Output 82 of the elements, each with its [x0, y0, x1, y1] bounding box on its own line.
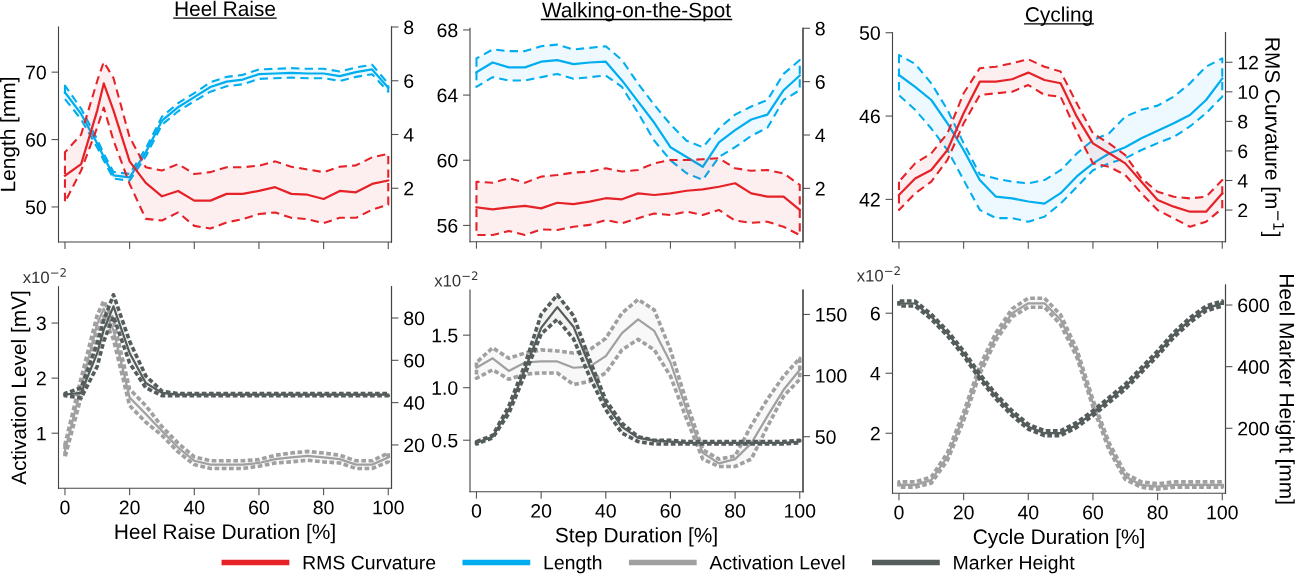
y-tick-label: 60	[437, 153, 458, 168]
y-tick-label: 1	[37, 426, 46, 441]
y-axis-title: Length [mm]	[0, 78, 20, 191]
y-tick-label: 1.5	[432, 328, 458, 343]
x-axis-title: Cycle Duration [%]	[973, 528, 1144, 549]
text: x10$^{−2}$	[434, 271, 478, 287]
y-tick-label: 50	[859, 26, 880, 40]
x-tick-label: 80	[313, 500, 334, 515]
y2-tick-label: 200	[1238, 421, 1269, 436]
y2-tick-label: 6	[404, 74, 414, 88]
x-tick-label: 60	[1083, 505, 1103, 520]
y-tick-label: 46	[859, 109, 880, 124]
y2-tick-label: 6	[1238, 144, 1248, 159]
x-tick-label: 0	[894, 505, 904, 520]
y2-tick-label: 4	[403, 128, 414, 142]
legend-label: Marker Height	[954, 555, 1075, 574]
y2-tick-label: 4	[815, 128, 826, 143]
y2-tick-label: 80	[404, 311, 425, 326]
y-axis-title: Activation Level [mV]	[10, 291, 31, 485]
x-tick-label: 100	[785, 504, 816, 518]
text: x10$^{−2}$	[22, 268, 66, 284]
x-tick-label: 0	[471, 504, 482, 518]
y-tick-label: 56	[437, 218, 458, 233]
y2-tick-label: 150	[816, 307, 847, 322]
y2-tick-label: 20	[404, 438, 425, 453]
chart-title: Cycling	[1025, 6, 1092, 26]
x-tick-label: 20	[953, 505, 974, 520]
text: x10$^{−2}$	[856, 266, 900, 282]
y-tick-label: 68	[437, 23, 458, 38]
x-tick-label: 0	[60, 500, 70, 515]
y-tick-label: 64	[437, 88, 458, 103]
legend-label: Length	[544, 555, 602, 574]
y-tick-label: 0.5	[431, 433, 458, 448]
x-axis-title: Step Duration [%]	[555, 527, 717, 547]
y2-tick-label: 600	[1238, 298, 1269, 313]
y2-tick-label: 2	[1238, 203, 1248, 218]
y2-tick-label: 100	[816, 369, 847, 383]
y-tick-label: 70	[26, 65, 46, 80]
x-tick-label: 20	[119, 500, 140, 515]
chart-title: Walking-on-the-Spot	[542, 2, 731, 22]
y-tick-label: 1.0	[432, 381, 458, 395]
y2-tick-label: 10	[1238, 85, 1259, 100]
x-tick-label: 80	[1147, 505, 1168, 520]
y-tick-label: 42	[859, 192, 880, 207]
y2-tick-label: 60	[404, 353, 425, 368]
y2-tick-label: 6	[815, 75, 825, 89]
line-series	[63, 82, 390, 202]
y2-tick-label: 8	[1238, 114, 1248, 129]
x-tick-label: 100	[1207, 505, 1238, 520]
x-tick-label: 40	[183, 500, 205, 515]
chart-title: Heel Raise	[175, 0, 276, 17]
y2-tick-label: 400	[1237, 360, 1269, 374]
line-series	[475, 182, 801, 212]
y-tick-label: 50	[25, 200, 46, 215]
x-tick-label: 80	[725, 504, 746, 518]
line-series	[475, 58, 801, 168]
x-axis-title: Heel Raise Duration [%]	[115, 523, 335, 544]
y2-axis-title: RMS Curvature [m$^{−1}$]	[1261, 38, 1284, 236]
y2-tick-label: 8	[815, 21, 825, 36]
x-tick-label: 20	[531, 504, 552, 518]
y2-tick-label: 50	[815, 430, 836, 444]
x-tick-label: 40	[1017, 505, 1039, 520]
y2-tick-label: 2	[815, 181, 825, 196]
x-tick-label: 40	[595, 504, 616, 518]
y2-tick-label: 8	[404, 20, 414, 35]
y-tick-label: 3	[36, 316, 46, 331]
y-tick-label: 6	[870, 306, 880, 321]
y2-tick-label: 40	[403, 396, 425, 410]
x-tick-label: 100	[373, 500, 404, 515]
y2-tick-label: 12	[1238, 55, 1258, 70]
y2-tick-label: 4	[1237, 174, 1248, 188]
y2-tick-label: 2	[404, 181, 414, 196]
y2-axis-title: Heel Marker Height [mm]	[1275, 275, 1295, 504]
x-tick-label: 60	[660, 504, 681, 518]
legend-label: RMS Curvature	[303, 555, 436, 570]
line-series	[475, 318, 801, 465]
y-tick-label: 4	[870, 366, 881, 381]
y-tick-label: 60	[26, 133, 46, 147]
y-tick-label: 2	[870, 426, 880, 441]
y-tick-label: 2	[36, 371, 46, 386]
x-tick-label: 60	[249, 500, 269, 515]
legend-label: Activation Level	[709, 555, 845, 570]
